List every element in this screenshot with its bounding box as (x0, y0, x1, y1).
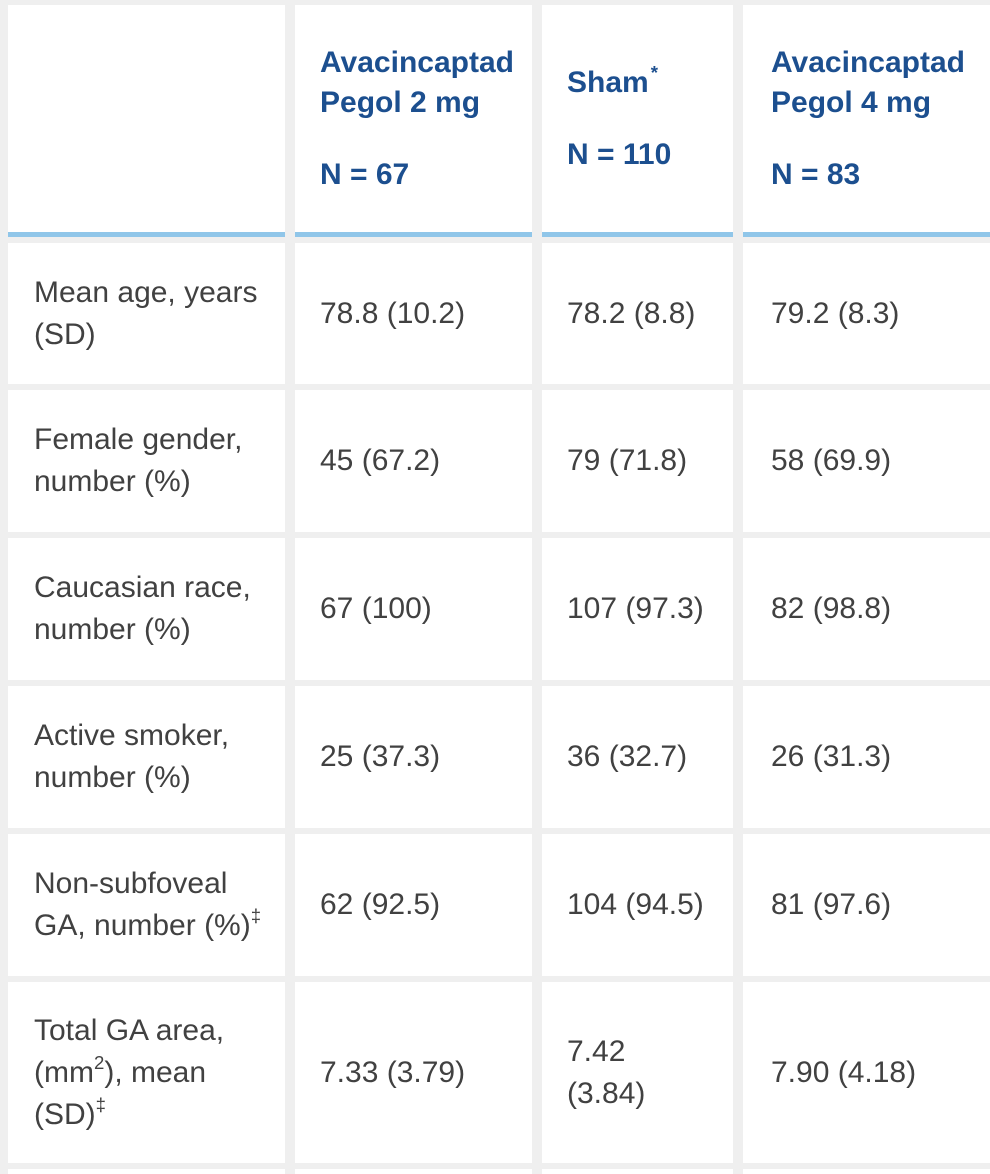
data-cell: 36 (32.7) (542, 686, 733, 828)
value-text: 7.90 (4.18) (771, 1055, 917, 1089)
row-label-non-subfoveal-ga: Non-subfoveal GA, number (%)‡ (8, 834, 285, 976)
value-text: 26 (31.3) (771, 740, 892, 773)
value-text: 62 (92.5) (320, 888, 441, 921)
row-label-text: Active smoker, number (%) (34, 719, 230, 794)
value-text: 81 (97.6) (771, 888, 892, 921)
value-text: 79 (71.8) (567, 444, 688, 477)
column-header-avacincaptad-4mg: Avacincaptad Pegol 4 mg N = 83 (743, 5, 990, 237)
row-label-female-gender: Female gender, number (%) (8, 390, 285, 532)
column-n-count: N = 83 (771, 157, 861, 191)
row-label-text: Total GA area, (mm2), mean (SD)‡ (34, 1010, 269, 1136)
partial-row-cell (8, 1169, 285, 1174)
data-cell: 26 (31.3) (743, 686, 990, 828)
partial-row-cell (743, 1169, 990, 1174)
data-cell: 67 (100) (295, 538, 532, 680)
data-cell: 81 (97.6) (743, 834, 990, 976)
data-cell: 25 (37.3) (295, 686, 532, 828)
data-cell: 62 (92.5) (295, 834, 532, 976)
row-label-total-ga-area: Total GA area, (mm2), mean (SD)‡ (8, 982, 285, 1163)
row-label-caucasian-race: Caucasian race, number (%) (8, 538, 285, 680)
value-text: 104 (94.5) (567, 888, 704, 921)
value-text: 107 (97.3) (567, 592, 704, 625)
row-label-text: Caucasian race, number (%) (34, 571, 251, 646)
superscript-2: 2 (93, 1051, 105, 1073)
row-label-part: ), mean (SD) (34, 1055, 207, 1131)
value-text: 67 (100) (320, 592, 432, 625)
data-cell: 7.33 (3.79) (295, 982, 532, 1163)
value-text: 45 (67.2) (320, 444, 441, 477)
value-text: 36 (32.7) (567, 740, 688, 773)
row-label-text: Female gender, number (%) (34, 423, 243, 498)
column-name: Avacincaptad Pegol 2 mg (320, 45, 514, 119)
value-text: 82 (98.8) (771, 592, 892, 625)
column-header-sham: Sham * N = 110 (542, 5, 733, 237)
data-cell: 107 (97.3) (542, 538, 733, 680)
column-name: Sham * (567, 63, 658, 103)
row-label-mean-age: Mean age, years (SD) (8, 243, 285, 384)
value-text: 78.2 (8.8) (567, 296, 696, 330)
column-name: Avacincaptad Pegol 4 mg (771, 45, 965, 119)
column-header-avacincaptad-2mg: Avacincaptad Pegol 2 mg N = 67 (295, 5, 532, 237)
data-cell: 82 (98.8) (743, 538, 990, 680)
value-text: 79.2 (8.3) (771, 296, 900, 330)
footnote-double-dagger: ‡ (95, 1093, 106, 1115)
value-text: 78.8 (10.2) (320, 296, 466, 330)
column-header-empty (8, 5, 285, 237)
data-cell: 58 (69.9) (743, 390, 990, 532)
data-cell: 104 (94.5) (542, 834, 733, 976)
row-label-active-smoker: Active smoker, number (%) (8, 686, 285, 828)
data-cell: 7.90 (4.18) (743, 982, 990, 1163)
data-cell: 45 (67.2) (295, 390, 532, 532)
partial-row-cell (295, 1169, 532, 1174)
value-text: 25 (37.3) (320, 740, 441, 773)
partial-row-cell (542, 1169, 733, 1174)
data-cell: 7.42 (3.84) (542, 982, 733, 1163)
data-cell: 79 (71.8) (542, 390, 733, 532)
row-label-text: Mean age, years (SD) (34, 275, 258, 351)
row-label-text: Non-subfoveal GA, number (%)‡ (34, 863, 269, 947)
row-label-part: Total GA area, (mm (34, 1013, 225, 1089)
data-cell: 78.2 (8.8) (542, 243, 733, 384)
value-text: 58 (69.9) (771, 444, 892, 477)
data-cell: 79.2 (8.3) (743, 243, 990, 384)
column-name-text: Sham (567, 65, 649, 99)
column-n-count: N = 110 (567, 137, 672, 171)
footnote-double-dagger: ‡ (250, 905, 262, 926)
value-text: 7.33 (3.79) (320, 1055, 466, 1089)
column-n-count: N = 67 (320, 157, 410, 191)
data-cell: 78.8 (10.2) (295, 243, 532, 384)
footnote-asterisk: * (650, 61, 658, 83)
row-label-main: Non-subfoveal GA, number (%) (34, 867, 251, 942)
value-text: 7.42 (3.84) (567, 1034, 646, 1110)
